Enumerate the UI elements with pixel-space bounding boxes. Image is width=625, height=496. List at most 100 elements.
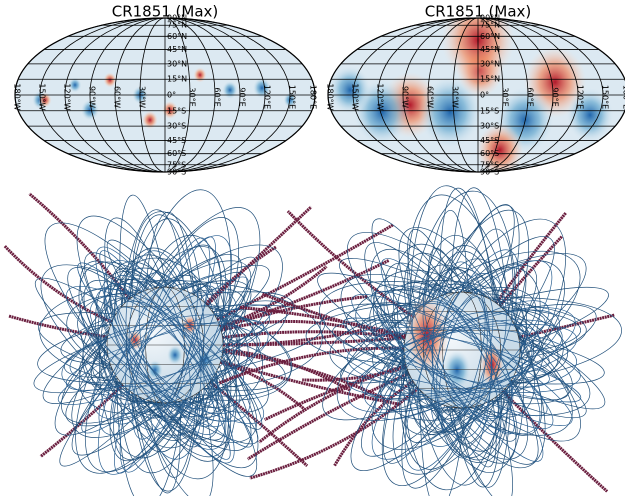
field-patch bbox=[222, 81, 238, 99]
open-field-line bbox=[219, 294, 368, 329]
closed-field-loop bbox=[95, 288, 235, 422]
closed-field-loop bbox=[93, 290, 237, 420]
lat-label: 75°S bbox=[167, 160, 186, 169]
closed-field-loop bbox=[77, 262, 253, 448]
lon-label: 30°E bbox=[501, 87, 510, 106]
lon-label: 120°E bbox=[263, 85, 272, 109]
field-patch bbox=[162, 101, 178, 119]
lat-label: 75°N bbox=[167, 21, 187, 30]
closed-field-loop bbox=[99, 250, 231, 460]
closed-field-loop bbox=[69, 323, 261, 387]
surface-patch bbox=[167, 345, 183, 365]
field-patch bbox=[38, 92, 52, 108]
field-patch bbox=[193, 67, 207, 83]
lon-label: 120°W bbox=[376, 83, 385, 110]
closed-field-loop bbox=[431, 281, 493, 439]
lon-label: 150°E bbox=[601, 85, 610, 109]
field-patch bbox=[68, 77, 82, 93]
lat-label: 45°S bbox=[480, 136, 499, 145]
closed-field-loop bbox=[98, 274, 232, 436]
lat-label: 90°N bbox=[480, 14, 500, 23]
lon-label: 180°E bbox=[622, 85, 625, 109]
sphere-meridian bbox=[423, 291, 501, 409]
closed-field-loop bbox=[348, 307, 576, 413]
lat-label: 60°S bbox=[480, 149, 499, 158]
lat-label: 45°N bbox=[480, 45, 500, 54]
lat-label: 30°S bbox=[167, 122, 186, 131]
closed-field-loop bbox=[432, 261, 492, 459]
field-patch bbox=[252, 77, 272, 99]
closed-field-loop bbox=[107, 305, 223, 405]
open-field-line bbox=[494, 212, 567, 304]
lon-label: 90°E bbox=[551, 87, 560, 106]
closed-field-loop bbox=[343, 327, 581, 393]
lon-label: 60°E bbox=[526, 87, 535, 106]
closed-field-loop bbox=[114, 236, 216, 474]
closed-field-loop bbox=[438, 296, 486, 424]
open-field-line bbox=[220, 359, 401, 406]
lat-label: 60°S bbox=[167, 149, 186, 158]
lat-label: 90°S bbox=[480, 168, 499, 177]
lat-label: 0° bbox=[480, 91, 489, 100]
open-field-line bbox=[498, 235, 563, 307]
closed-field-loop bbox=[417, 273, 507, 447]
closed-field-loop bbox=[374, 332, 550, 388]
lon-label: 180°W bbox=[13, 83, 22, 110]
lat-label: 45°S bbox=[167, 136, 186, 145]
closed-field-loop bbox=[57, 304, 273, 406]
closed-field-loop bbox=[436, 285, 488, 435]
lat-label: 90°N bbox=[167, 14, 187, 23]
lon-label: 150°E bbox=[288, 85, 297, 109]
closed-field-loop bbox=[346, 327, 578, 393]
lon-label: 120°E bbox=[576, 85, 585, 109]
lon-label: 90°E bbox=[238, 87, 247, 106]
closed-field-loop bbox=[125, 250, 205, 460]
closed-field-loop bbox=[112, 285, 218, 425]
closed-field-loop bbox=[61, 314, 269, 396]
closed-field-loop bbox=[110, 275, 220, 435]
surface-patch bbox=[147, 360, 163, 380]
closed-field-loop bbox=[342, 317, 582, 403]
lon-label: 120°W bbox=[63, 83, 72, 110]
lat-label: 30°N bbox=[167, 59, 187, 68]
lat-label: 75°N bbox=[480, 21, 500, 30]
lon-label: 180°E bbox=[309, 85, 318, 109]
lat-label: 0° bbox=[167, 91, 176, 100]
field-patch bbox=[566, 88, 614, 142]
open-field-line bbox=[222, 350, 387, 401]
closed-field-loop bbox=[411, 301, 513, 419]
closed-field-loop bbox=[89, 295, 241, 415]
closed-field-loop bbox=[351, 294, 573, 426]
map-field bbox=[32, 67, 297, 129]
closed-field-loop bbox=[138, 279, 192, 431]
field-line-render bbox=[3, 189, 423, 496]
lon-label: 90°W bbox=[88, 86, 97, 108]
lat-label: 60°N bbox=[167, 32, 187, 41]
lat-label: 15°S bbox=[480, 106, 499, 115]
closed-field-loop bbox=[422, 285, 502, 435]
lon-label: 60°W bbox=[113, 86, 122, 108]
closed-field-loop bbox=[374, 300, 550, 420]
lon-label: 60°W bbox=[426, 86, 435, 108]
lon-label: 30°W bbox=[451, 86, 460, 108]
lon-label: 150°W bbox=[38, 83, 47, 110]
closed-field-loop bbox=[391, 318, 533, 402]
closed-field-loop bbox=[383, 285, 541, 435]
field-patch bbox=[80, 99, 100, 121]
lat-label: 90°S bbox=[167, 168, 186, 177]
lon-label: 180°W bbox=[326, 83, 335, 110]
open-field-line bbox=[239, 305, 407, 338]
open-field-line bbox=[518, 313, 615, 339]
lat-label: 60°N bbox=[480, 32, 500, 41]
closed-field-loop bbox=[65, 319, 265, 391]
lon-label: 150°W bbox=[351, 83, 360, 110]
map-border bbox=[14, 17, 316, 173]
map-title: CR1851 (Max) bbox=[112, 3, 219, 21]
lat-label: 30°N bbox=[480, 59, 500, 68]
closed-field-loop bbox=[112, 300, 218, 410]
closed-field-loop bbox=[383, 323, 541, 397]
closed-field-loop bbox=[422, 298, 502, 422]
field-patch bbox=[418, 76, 482, 148]
field-patch bbox=[142, 111, 158, 129]
